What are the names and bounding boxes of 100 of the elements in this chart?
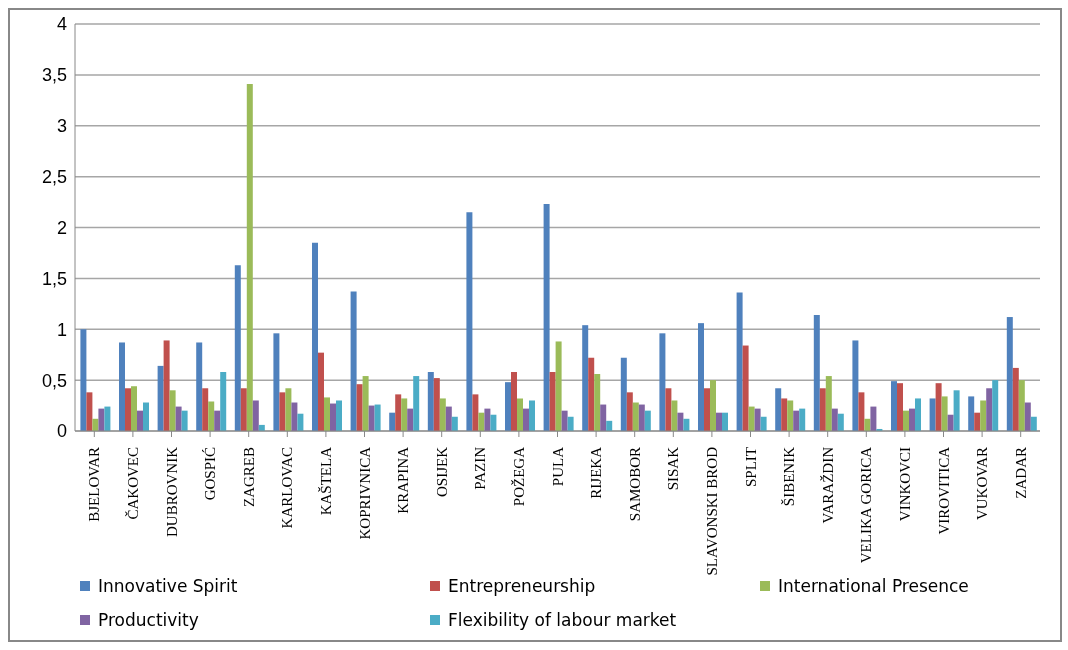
bar (505, 382, 511, 431)
bar (858, 392, 865, 431)
bar (1030, 416, 1037, 431)
bar (793, 410, 800, 431)
bar (799, 408, 806, 431)
x-tick-label: PAZIN (472, 446, 489, 490)
bar (947, 414, 954, 431)
bar (202, 388, 209, 431)
bar (517, 398, 523, 431)
bar (529, 400, 535, 431)
bar (374, 404, 381, 431)
legend-label: Entrepreneurship (448, 576, 596, 596)
x-tick-label: DUBROVNIK (163, 446, 180, 537)
x-tick-label: SLAVONSKI BROD (703, 446, 720, 576)
bar (368, 405, 375, 431)
bar (992, 380, 999, 431)
x-tick-label: VARAŽDIN (819, 446, 836, 524)
bar (395, 394, 402, 431)
bar (318, 352, 324, 431)
legend-label: Flexibility of labour market (448, 610, 677, 630)
bar (600, 404, 607, 431)
x-tick-label: VUKOVAR (974, 447, 991, 521)
y-tick-label: 2,5 (41, 167, 67, 188)
bar (986, 388, 993, 431)
x-tick-label: ZADAR (1012, 447, 1029, 499)
bar (722, 412, 728, 431)
bar (716, 412, 722, 431)
x-tick-label: VIROVITICA (935, 446, 952, 535)
x-tick-label: VINKOVCI (896, 447, 913, 522)
x-tick-label: KOPRIVNICA (356, 446, 373, 540)
y-tick-label: 1,5 (41, 268, 67, 289)
bar (157, 365, 164, 431)
bar (968, 396, 975, 431)
bar (704, 388, 710, 431)
bar (837, 413, 844, 431)
bar (336, 400, 342, 431)
bar (561, 410, 568, 431)
legend-label: International Presence (778, 576, 969, 596)
bar (935, 383, 942, 431)
bar (638, 404, 645, 431)
legend-label: Innovative Spirit (98, 576, 238, 596)
x-tick-label: SPLIT (742, 447, 759, 488)
bar (748, 406, 755, 431)
bar (196, 342, 203, 431)
bar (897, 383, 903, 431)
bar (413, 376, 420, 431)
bar (698, 323, 704, 431)
bar (710, 380, 716, 431)
x-tick-label: GOSPIĆ (202, 447, 219, 501)
bar (214, 410, 221, 431)
bar (864, 418, 871, 431)
bar (852, 340, 859, 431)
y-tick-label: 0,5 (41, 370, 67, 391)
x-tick-label: VELIKA GORICA (858, 446, 875, 564)
legend-label: Productivity (98, 610, 199, 630)
bar (362, 376, 369, 431)
bar (291, 402, 298, 431)
bar (451, 416, 458, 431)
bar (350, 291, 357, 431)
bar (677, 412, 684, 431)
x-tick-label: ZAGREB (240, 447, 257, 507)
bar (523, 408, 529, 431)
bar (490, 414, 497, 431)
bar (1024, 402, 1031, 431)
x-tick-label: POŽEGA (510, 446, 527, 507)
x-tick-label: ŠIBENIK (781, 446, 798, 507)
bar (169, 390, 176, 431)
bar (787, 400, 794, 431)
bar (234, 265, 241, 431)
bar (208, 401, 215, 431)
bar (915, 398, 921, 431)
bar (439, 398, 446, 431)
bar (240, 388, 247, 431)
bar (312, 242, 318, 431)
bar (980, 400, 987, 431)
bar (427, 371, 434, 431)
bar (92, 418, 99, 431)
bar (163, 340, 170, 431)
bar (324, 397, 330, 431)
bar (941, 396, 948, 431)
bar (356, 384, 363, 431)
bar (86, 392, 93, 431)
x-tick-label: OSIJEK (433, 446, 450, 498)
bar (665, 388, 672, 431)
x-tick-label: KAŠTELA (317, 446, 334, 516)
bar (125, 388, 131, 431)
bar (511, 371, 517, 431)
x-tick-label: BJELOVAR (86, 447, 103, 522)
bar (929, 398, 936, 431)
bar (433, 378, 440, 431)
bar (736, 292, 743, 431)
bar (273, 333, 280, 431)
bar (484, 408, 491, 431)
x-tick-label: SAMOBOR (626, 447, 643, 522)
bar (870, 406, 877, 431)
bar (620, 357, 627, 431)
bar (137, 410, 143, 431)
x-tick-label: SISAK (665, 446, 682, 491)
bar (104, 406, 111, 431)
bar (760, 416, 767, 431)
